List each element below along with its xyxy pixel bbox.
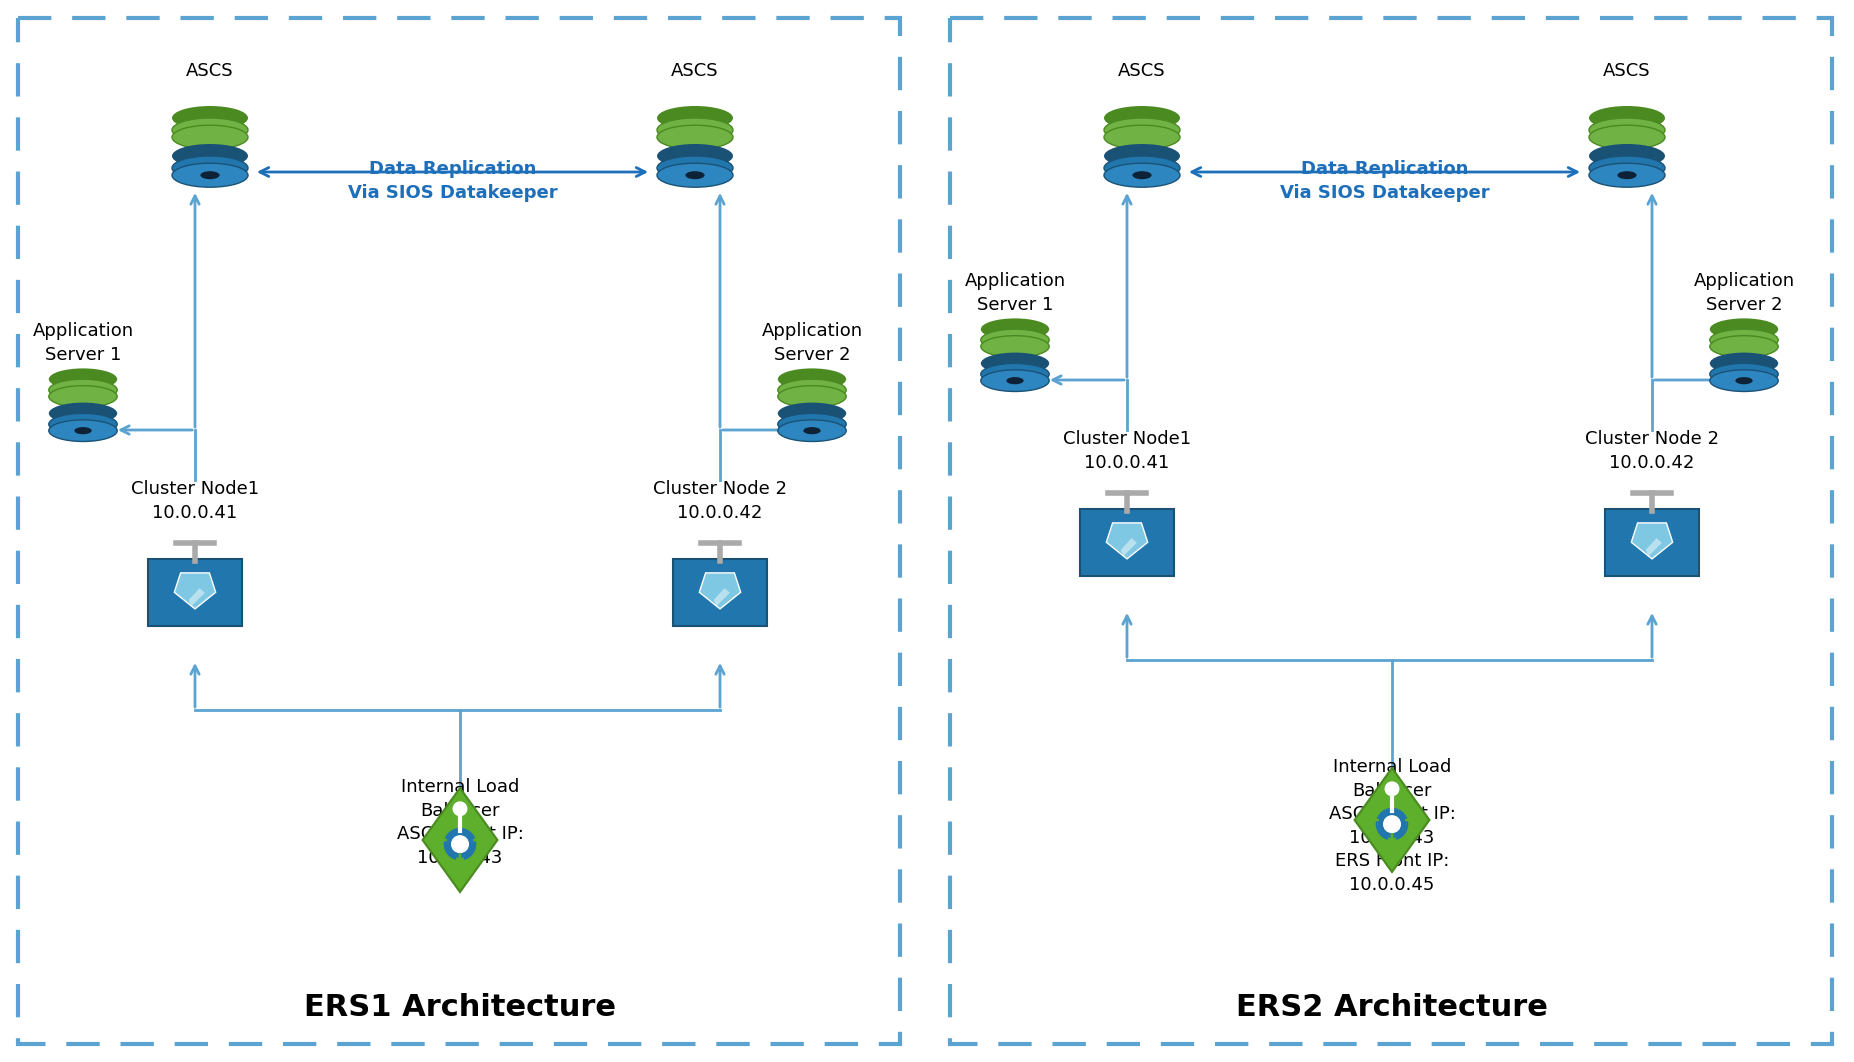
Text: Application
Server 2: Application Server 2 [762,322,862,363]
Circle shape [452,836,469,853]
Ellipse shape [1589,106,1665,130]
Text: ASCS: ASCS [671,62,719,80]
Circle shape [452,802,467,816]
FancyBboxPatch shape [148,559,243,626]
Ellipse shape [172,125,248,149]
Circle shape [1383,816,1400,833]
Ellipse shape [779,379,845,400]
Ellipse shape [779,413,845,435]
Ellipse shape [74,427,91,434]
Ellipse shape [1735,377,1752,384]
Ellipse shape [1589,144,1665,168]
Text: Cluster Node1
10.0.0.41: Cluster Node1 10.0.0.41 [1062,430,1190,472]
Ellipse shape [981,370,1049,392]
Text: ASCS: ASCS [185,62,234,80]
Ellipse shape [656,106,732,130]
Ellipse shape [1589,125,1665,149]
Ellipse shape [1709,329,1778,350]
Ellipse shape [981,353,1049,374]
Ellipse shape [1103,118,1179,142]
Ellipse shape [200,171,219,179]
Polygon shape [699,572,742,609]
Ellipse shape [686,171,705,179]
Ellipse shape [1709,353,1778,374]
Ellipse shape [172,144,248,168]
Text: Data Replication
Via SIOS Datakeeper: Data Replication Via SIOS Datakeeper [349,160,558,202]
Text: Application
Server 1: Application Server 1 [32,322,133,363]
Ellipse shape [779,402,845,424]
FancyBboxPatch shape [673,559,768,626]
FancyBboxPatch shape [1081,509,1174,576]
Circle shape [445,828,476,860]
Polygon shape [1646,538,1661,556]
Ellipse shape [656,156,732,179]
Ellipse shape [1133,171,1151,179]
Ellipse shape [779,369,845,390]
Ellipse shape [48,402,117,424]
Ellipse shape [1007,377,1023,384]
Ellipse shape [1103,125,1179,149]
Text: Cluster Node 2
10.0.0.42: Cluster Node 2 10.0.0.42 [653,480,786,521]
Text: Application
Server 1: Application Server 1 [964,272,1066,313]
Ellipse shape [1589,156,1665,179]
Ellipse shape [779,386,845,408]
Polygon shape [174,572,215,609]
Polygon shape [714,588,730,606]
Text: Application
Server 2: Application Server 2 [1693,272,1795,313]
Ellipse shape [779,419,845,442]
Polygon shape [1120,538,1137,556]
Circle shape [1376,808,1407,840]
Ellipse shape [981,319,1049,340]
Ellipse shape [981,329,1049,350]
Ellipse shape [48,413,117,435]
Ellipse shape [1709,336,1778,357]
Text: Data Replication
Via SIOS Datakeeper: Data Replication Via SIOS Datakeeper [1279,160,1489,202]
Text: ERS2 Architecture: ERS2 Architecture [1237,993,1548,1023]
Ellipse shape [1103,144,1179,168]
Ellipse shape [803,427,821,434]
Ellipse shape [1709,319,1778,340]
Ellipse shape [1103,164,1179,187]
Text: Internal Load
Balancer
ASCS Front IP:
10.0.0.43: Internal Load Balancer ASCS Front IP: 10… [397,778,523,867]
Polygon shape [423,788,497,892]
Text: ASCS: ASCS [1604,62,1650,80]
Ellipse shape [48,379,117,400]
Ellipse shape [656,125,732,149]
Polygon shape [189,588,206,606]
Text: ASCS: ASCS [1118,62,1166,80]
Ellipse shape [656,144,732,168]
Ellipse shape [1589,164,1665,187]
Ellipse shape [172,118,248,142]
Ellipse shape [981,363,1049,386]
Ellipse shape [1617,171,1637,179]
Text: Cluster Node1
10.0.0.41: Cluster Node1 10.0.0.41 [132,480,260,521]
Text: ERS1 Architecture: ERS1 Architecture [304,993,616,1023]
Ellipse shape [1103,106,1179,130]
Circle shape [1385,782,1398,795]
Ellipse shape [656,164,732,187]
FancyBboxPatch shape [1606,509,1698,576]
Ellipse shape [1709,370,1778,392]
Ellipse shape [48,369,117,390]
Ellipse shape [172,164,248,187]
Ellipse shape [1709,363,1778,386]
Ellipse shape [48,419,117,442]
Ellipse shape [172,106,248,130]
Ellipse shape [981,336,1049,357]
Ellipse shape [172,156,248,179]
Ellipse shape [1589,118,1665,142]
Text: Cluster Node 2
10.0.0.42: Cluster Node 2 10.0.0.42 [1585,430,1719,472]
Ellipse shape [48,386,117,408]
Text: Internal Load
Balancer
ASCS Front IP:
10.0.0.43
ERS Front IP:
10.0.0.45: Internal Load Balancer ASCS Front IP: 10… [1329,758,1455,894]
Ellipse shape [1103,156,1179,179]
Polygon shape [1107,523,1148,559]
Polygon shape [1632,523,1672,559]
Ellipse shape [656,118,732,142]
Polygon shape [1355,768,1429,872]
